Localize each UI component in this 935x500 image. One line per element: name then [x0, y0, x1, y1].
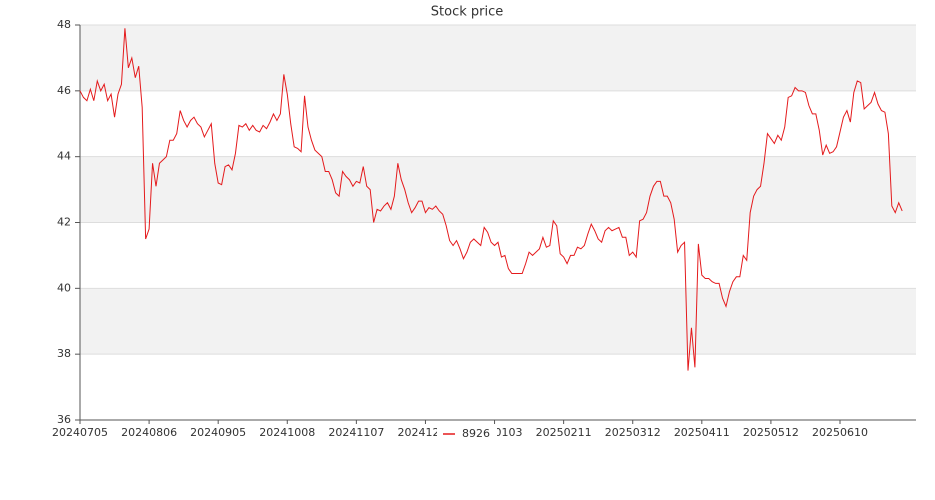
x-tick-label: 20241107 — [328, 426, 384, 439]
x-tick-label: 20250411 — [674, 426, 730, 439]
y-tick-label: 42 — [57, 216, 71, 229]
x-tick-label: 20250610 — [812, 426, 868, 439]
chart-title: Stock price — [431, 5, 503, 20]
x-tick-label: 20250512 — [743, 426, 799, 439]
band — [80, 156, 916, 223]
x-tick-label: 20250211 — [536, 426, 592, 439]
legend-label: 8926 — [462, 427, 490, 440]
y-tick-label: 44 — [57, 150, 71, 163]
price-line — [79, 28, 903, 371]
x-tick-label: 20241008 — [259, 426, 315, 439]
y-tick-label: 46 — [57, 84, 71, 97]
legend: 8926 — [437, 425, 497, 443]
y-tick-label: 40 — [57, 281, 71, 294]
x-tick-label: 20240705 — [52, 426, 108, 439]
band — [80, 288, 916, 355]
y-tick-label: 48 — [57, 18, 71, 31]
x-tick-label: 20250312 — [605, 426, 661, 439]
legend-bg — [437, 425, 497, 443]
x-tick-label: 20240905 — [190, 426, 246, 439]
x-tick-label: 20240806 — [121, 426, 177, 439]
band — [80, 25, 916, 91]
y-tick-label: 38 — [57, 347, 71, 360]
y-tick-label: 36 — [57, 413, 71, 426]
